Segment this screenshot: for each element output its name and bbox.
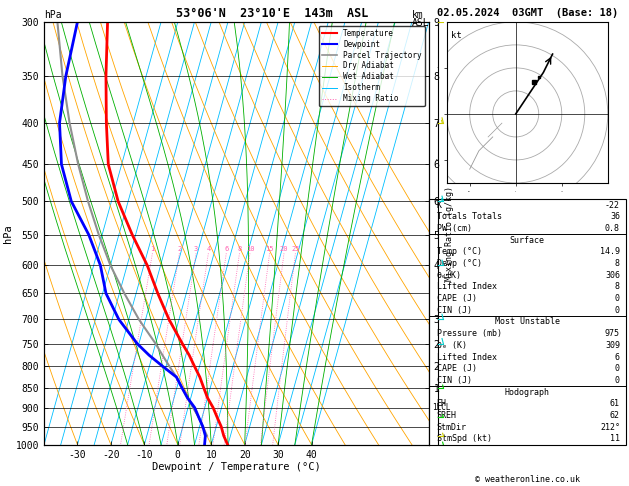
Text: 14.9: 14.9 — [600, 247, 620, 256]
Text: 4: 4 — [206, 246, 211, 252]
Text: ASL: ASL — [412, 17, 430, 28]
Text: K: K — [437, 201, 442, 209]
Text: 1: 1 — [150, 246, 155, 252]
Text: © weatheronline.co.uk: © weatheronline.co.uk — [475, 474, 580, 484]
Text: θₑ (K): θₑ (K) — [437, 341, 467, 350]
Text: 212°: 212° — [600, 423, 620, 432]
Text: PW (cm): PW (cm) — [437, 224, 472, 233]
Text: Lifted Index: Lifted Index — [437, 282, 496, 292]
Text: CAPE (J): CAPE (J) — [437, 294, 477, 303]
Text: 975: 975 — [605, 329, 620, 338]
Text: 36: 36 — [610, 212, 620, 221]
X-axis label: Dewpoint / Temperature (°C): Dewpoint / Temperature (°C) — [152, 462, 321, 472]
Text: Hodograph: Hodograph — [504, 388, 550, 397]
Text: -22: -22 — [605, 201, 620, 209]
Text: Dewp (°C): Dewp (°C) — [437, 259, 482, 268]
Text: 0: 0 — [615, 294, 620, 303]
Text: 8: 8 — [615, 259, 620, 268]
Text: StmSpd (kt): StmSpd (kt) — [437, 434, 491, 443]
Text: 61: 61 — [610, 399, 620, 408]
Y-axis label: Mixing Ratio (g/kg): Mixing Ratio (g/kg) — [445, 186, 454, 281]
Text: 0: 0 — [615, 376, 620, 385]
Text: Most Unstable: Most Unstable — [495, 317, 560, 327]
Text: 1LCL: 1LCL — [433, 403, 451, 412]
Text: km: km — [412, 10, 424, 20]
Text: Pressure (mb): Pressure (mb) — [437, 329, 501, 338]
Legend: Temperature, Dewpoint, Parcel Trajectory, Dry Adiabat, Wet Adiabat, Isotherm, Mi: Temperature, Dewpoint, Parcel Trajectory… — [319, 26, 425, 106]
Text: 6: 6 — [615, 352, 620, 362]
Text: 8: 8 — [237, 246, 242, 252]
Text: CIN (J): CIN (J) — [437, 306, 472, 315]
Text: Lifted Index: Lifted Index — [437, 352, 496, 362]
Text: Totals Totals: Totals Totals — [437, 212, 501, 221]
Text: Temp (°C): Temp (°C) — [437, 247, 482, 256]
Text: 3: 3 — [194, 246, 198, 252]
Text: kt: kt — [451, 31, 462, 40]
Text: 8: 8 — [615, 282, 620, 292]
Text: Surface: Surface — [509, 236, 545, 244]
Y-axis label: hPa: hPa — [3, 224, 13, 243]
Text: 10: 10 — [246, 246, 254, 252]
Text: 0.8: 0.8 — [605, 224, 620, 233]
Text: 0: 0 — [615, 306, 620, 315]
Text: 15: 15 — [265, 246, 274, 252]
Text: 306: 306 — [605, 271, 620, 280]
Text: 02.05.2024  03GMT  (Base: 18): 02.05.2024 03GMT (Base: 18) — [437, 8, 618, 18]
Text: 53°06'N  23°10'E  143m  ASL: 53°06'N 23°10'E 143m ASL — [176, 7, 369, 20]
Text: 309: 309 — [605, 341, 620, 350]
Text: SREH: SREH — [437, 411, 457, 420]
Text: 2: 2 — [177, 246, 182, 252]
Text: 6: 6 — [224, 246, 228, 252]
Text: 62: 62 — [610, 411, 620, 420]
Text: 0: 0 — [615, 364, 620, 373]
Text: 20: 20 — [280, 246, 288, 252]
Text: CIN (J): CIN (J) — [437, 376, 472, 385]
Text: CAPE (J): CAPE (J) — [437, 364, 477, 373]
Text: θₑ(K): θₑ(K) — [437, 271, 462, 280]
Text: 25: 25 — [291, 246, 299, 252]
Text: 11: 11 — [610, 434, 620, 443]
Text: StmDir: StmDir — [437, 423, 467, 432]
Text: EH: EH — [437, 399, 447, 408]
Text: hPa: hPa — [44, 10, 62, 20]
